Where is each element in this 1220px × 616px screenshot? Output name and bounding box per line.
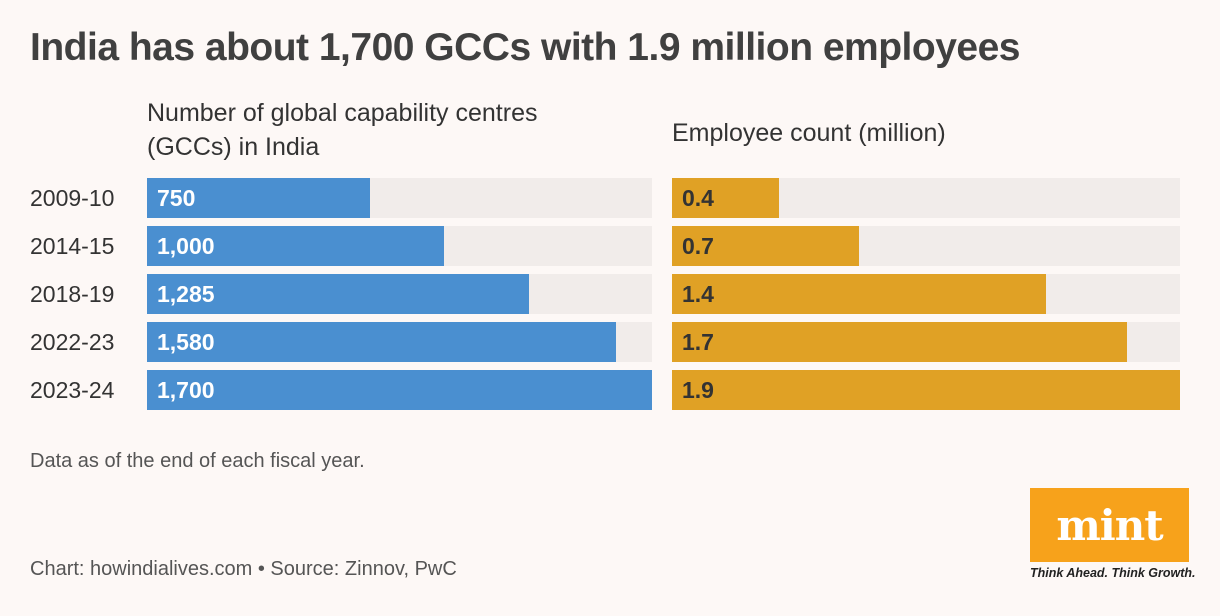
gcc-value-label: 1,000: [157, 233, 215, 259]
employee-bar-track: 0.7: [672, 226, 1180, 266]
employee-value-label: 1.9: [682, 377, 714, 403]
gcc-value-label: 1,285: [157, 281, 215, 307]
year-label-2009-10: 2009-10: [30, 185, 115, 211]
employee-bar-track: 1.7: [672, 322, 1180, 362]
year-label-2022-23: 2022-23: [30, 329, 115, 355]
data-note: Data as of the end of each fiscal year.: [30, 450, 365, 472]
employee-bar-2014-15: [672, 226, 860, 266]
employee-bar-track: 1.4: [672, 274, 1180, 314]
gcc-bar-track: 1,000: [147, 226, 652, 266]
gcc-bar-2023-24: [147, 370, 652, 410]
mint-logo: mint: [1030, 488, 1189, 562]
year-label-2023-24: 2023-24: [30, 377, 115, 403]
gcc-bar-track: 1,285: [147, 274, 652, 314]
mint-tagline: Think Ahead. Think Growth.: [1030, 566, 1196, 580]
gcc-bar-2022-23: [147, 322, 617, 362]
employee-bar-2009-10: [672, 178, 779, 218]
employee-count-subtitle: Employee count (million): [672, 119, 946, 147]
gcc-bar-2018-19: [147, 274, 529, 314]
employee-value-label: 1.4: [682, 281, 714, 307]
employee-bar-2018-19: [672, 274, 1047, 314]
gcc-value-label: 750: [157, 185, 196, 211]
year-label-2018-19: 2018-19: [30, 281, 115, 307]
employee-value-label: 1.7: [682, 329, 714, 355]
gcc-bar-2009-10: [147, 178, 370, 218]
gcc-bar-track: 1,580: [147, 322, 652, 362]
chart-credit: Chart: howindialives.com • Source: Zinno…: [30, 558, 457, 580]
gcc-bar-track: 750: [147, 178, 652, 218]
employee-bar-track: 1.9: [672, 370, 1180, 410]
employee-bar-track: 0.4: [672, 178, 1180, 218]
gcc-bar-2014-15: [147, 226, 445, 266]
employee-value-label: 0.4: [682, 185, 714, 211]
mint-logo-text: mint: [1056, 500, 1163, 550]
gcc-value-label: 1,580: [157, 329, 215, 355]
gcc-bar-track: 1,700: [147, 370, 652, 410]
year-label-2014-15: 2014-15: [30, 233, 115, 259]
employee-value-label: 0.7: [682, 233, 714, 259]
employee-bar-2022-23: [672, 322, 1127, 362]
employee-bar-2023-24: [672, 370, 1180, 410]
gcc-count-subtitle: Number of global capability centres (GCC…: [147, 99, 538, 161]
gcc-value-label: 1,700: [157, 377, 215, 403]
chart-title: India has about 1,700 GCCs with 1.9 mill…: [30, 26, 1020, 69]
